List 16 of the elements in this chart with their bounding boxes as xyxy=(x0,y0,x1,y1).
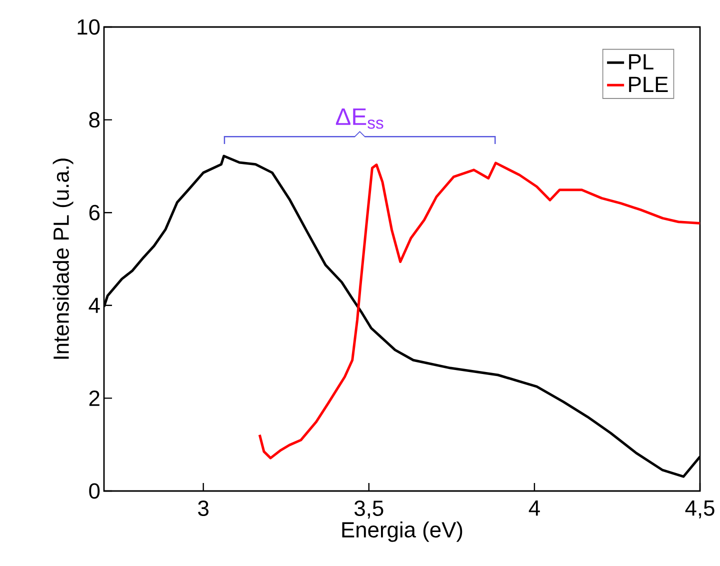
y-tick-label: 4 xyxy=(88,298,100,313)
legend-label: PLE xyxy=(629,76,668,92)
x-axis-title: Energia (eV) xyxy=(342,521,462,542)
y-tick-label: 2 xyxy=(89,390,100,406)
x-tick-label: 4,5 xyxy=(685,500,714,518)
y-axis-title: Intensidade PL (u.a.) xyxy=(52,158,74,359)
y-tick-label: 0 xyxy=(89,483,100,499)
legend-label: PL xyxy=(629,54,654,70)
y-tick-label: 8 xyxy=(89,112,100,128)
x-tick-label: 3,5 xyxy=(354,500,384,519)
y-tick-label: 6 xyxy=(89,204,100,220)
x-tick-label: 4 xyxy=(528,500,540,516)
x-tick-label: 3 xyxy=(198,500,208,516)
y-tick-label: 10 xyxy=(78,19,100,35)
annotation: ΔE$_{ss}$ xyxy=(336,108,384,129)
line-series xyxy=(258,162,700,460)
